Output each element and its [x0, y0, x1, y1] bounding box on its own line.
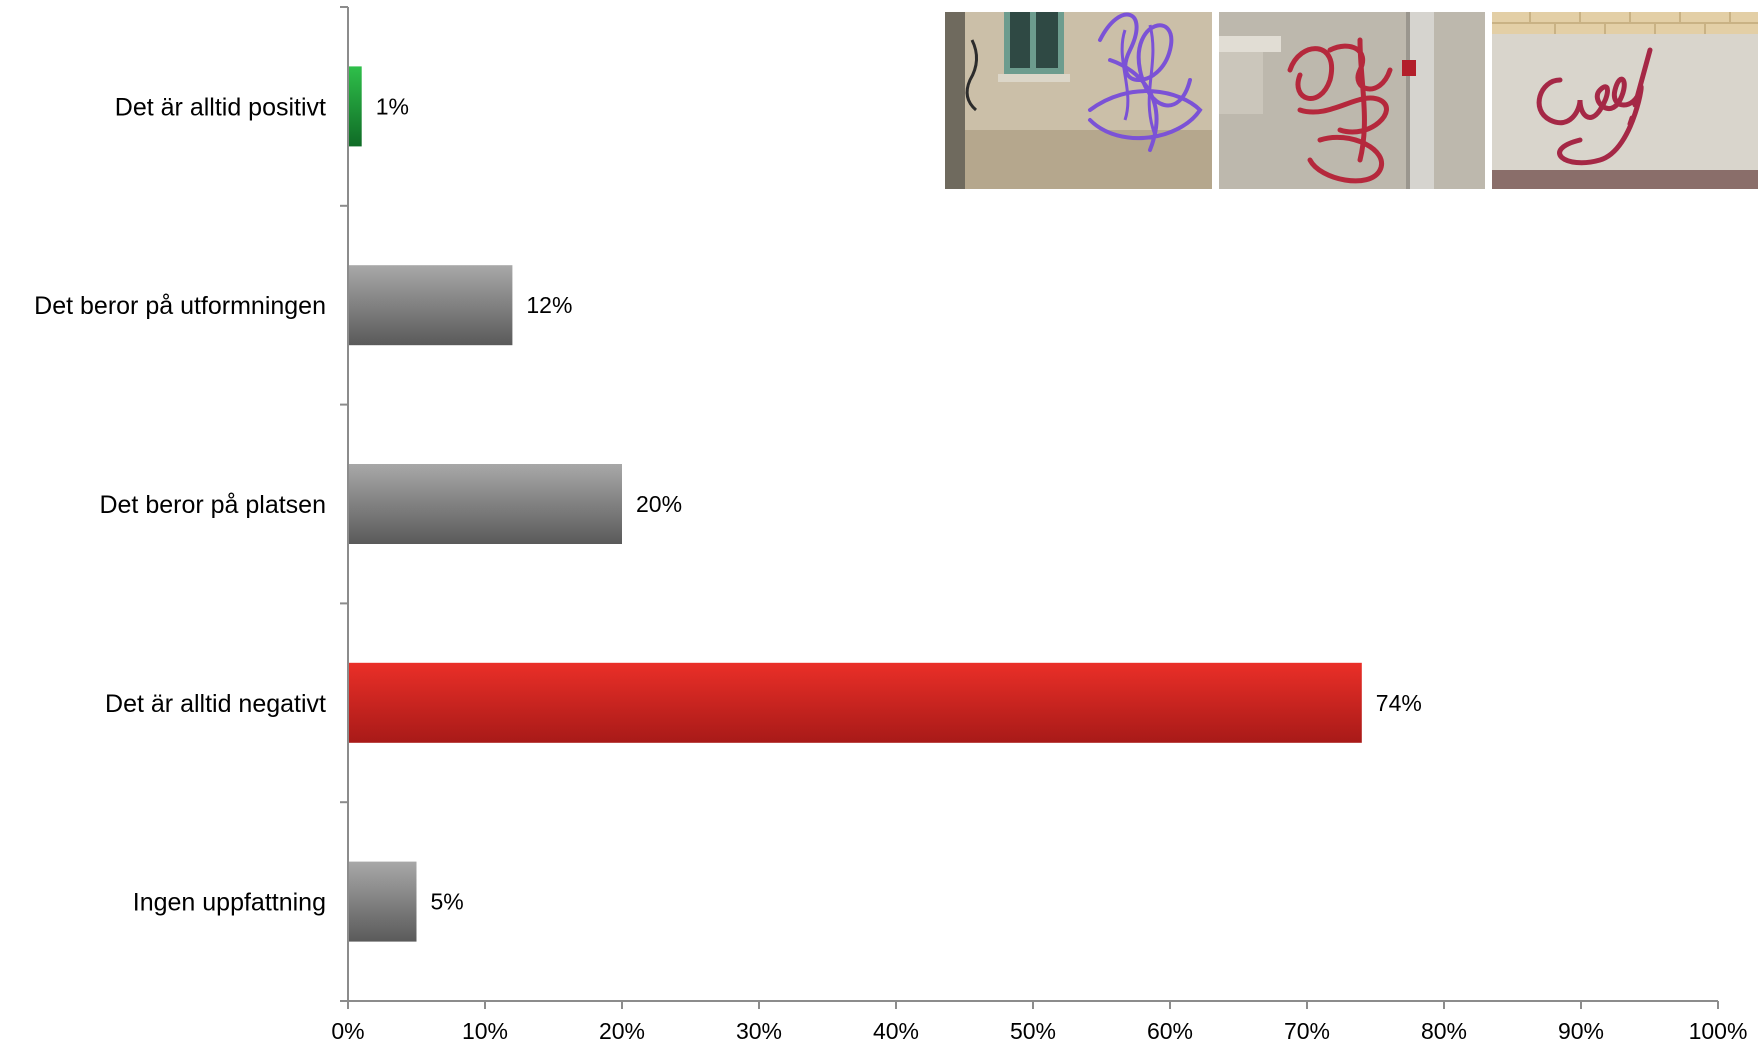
y-axis: [340, 7, 348, 1001]
category-label: Det beror på utformningen: [34, 292, 326, 320]
x-tick-label: 20%: [599, 1018, 645, 1040]
x-tick-label: 10%: [462, 1018, 508, 1040]
bar: [349, 66, 362, 146]
category-label: Ingen uppfattning: [133, 889, 326, 917]
bar: [349, 663, 1362, 743]
category-label: Det är alltid negativt: [105, 690, 326, 718]
bar: [349, 862, 417, 942]
bars-group: [349, 66, 1362, 941]
data-label: 1%: [376, 93, 409, 119]
x-tick-label: 30%: [736, 1018, 782, 1040]
data-label: 20%: [636, 491, 682, 517]
x-tick-label: 70%: [1284, 1018, 1330, 1040]
x-axis: 0% 10% 20% 30% 40% 50% 60% 70% 80% 90% 100%: [331, 1001, 1747, 1040]
x-tick-label: 80%: [1421, 1018, 1467, 1040]
x-tick-label: 100%: [1689, 1018, 1748, 1040]
x-tick-label: 40%: [873, 1018, 919, 1040]
data-label: 12%: [526, 292, 572, 318]
data-label: 74%: [1376, 690, 1422, 716]
x-tick-label: 60%: [1147, 1018, 1193, 1040]
graffiti-tag-purple-photo: [945, 12, 1212, 189]
photo-strip: [945, 12, 1758, 189]
x-tick-label: 90%: [1558, 1018, 1604, 1040]
category-label: Det är alltid positivt: [115, 93, 326, 121]
category-label: Det beror på platsen: [99, 491, 326, 519]
graffiti-tag-red-script-photo: [1492, 12, 1758, 189]
graffiti-tag-red-drainpipe-photo: [1219, 12, 1485, 189]
category-labels-group: Det är alltid positivt Det beror på utfor…: [34, 93, 326, 916]
x-tick-label: 0%: [331, 1018, 364, 1040]
x-tick-label: 50%: [1010, 1018, 1056, 1040]
bar: [349, 265, 512, 345]
bar: [349, 464, 622, 544]
data-label: 5%: [431, 889, 464, 915]
